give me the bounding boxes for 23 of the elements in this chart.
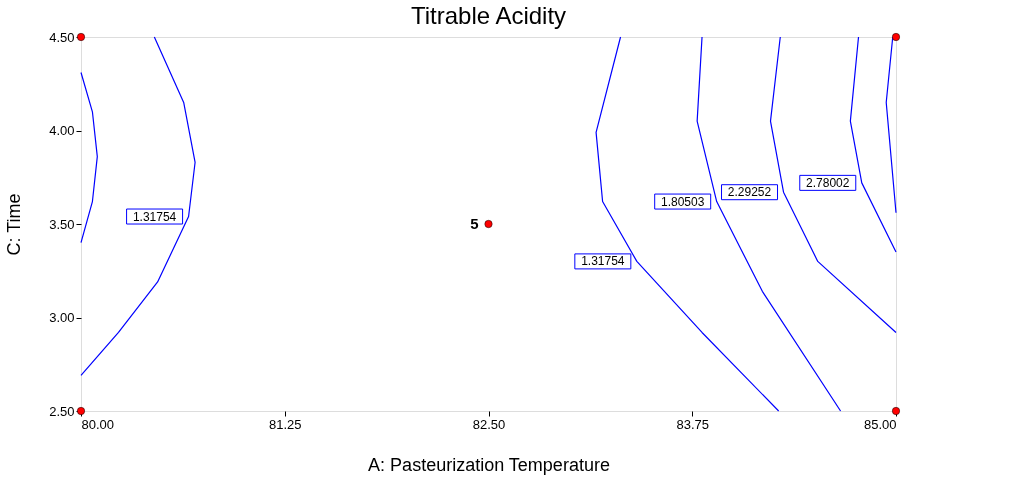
series-label: 1.80503 [661,194,705,209]
y-tick-label: 4.50 [49,29,75,45]
x-tick-label: 81.25 [268,416,302,432]
line-series [769,36,897,334]
y-axis-title: C: Time [4,193,25,256]
series-label: 1.31754 [132,209,177,224]
series-label: 2.29252 [727,185,772,200]
x-tick-label: 83.75 [676,416,710,432]
x-axis-title: A: Pasteurization Temperature [368,454,610,475]
chart-title: Titrable Acidity [410,2,567,29]
y-tick-label: 3.50 [49,216,75,232]
series-label: 1.31754 [581,254,625,269]
y-tick-label: 3.00 [49,310,75,325]
line-series [80,36,196,377]
series-label: 2.78002 [806,175,850,190]
y-tick-label: 2.50 [49,403,75,419]
x-tick-label: 82.50 [472,416,506,432]
line-series [80,71,98,244]
annotation: 5 [470,215,479,232]
x-tick-label: 85.00 [863,416,897,432]
y-tick-label: 4.00 [49,123,75,138]
line-series [849,36,897,253]
x-tick-label: 80.00 [81,416,115,432]
